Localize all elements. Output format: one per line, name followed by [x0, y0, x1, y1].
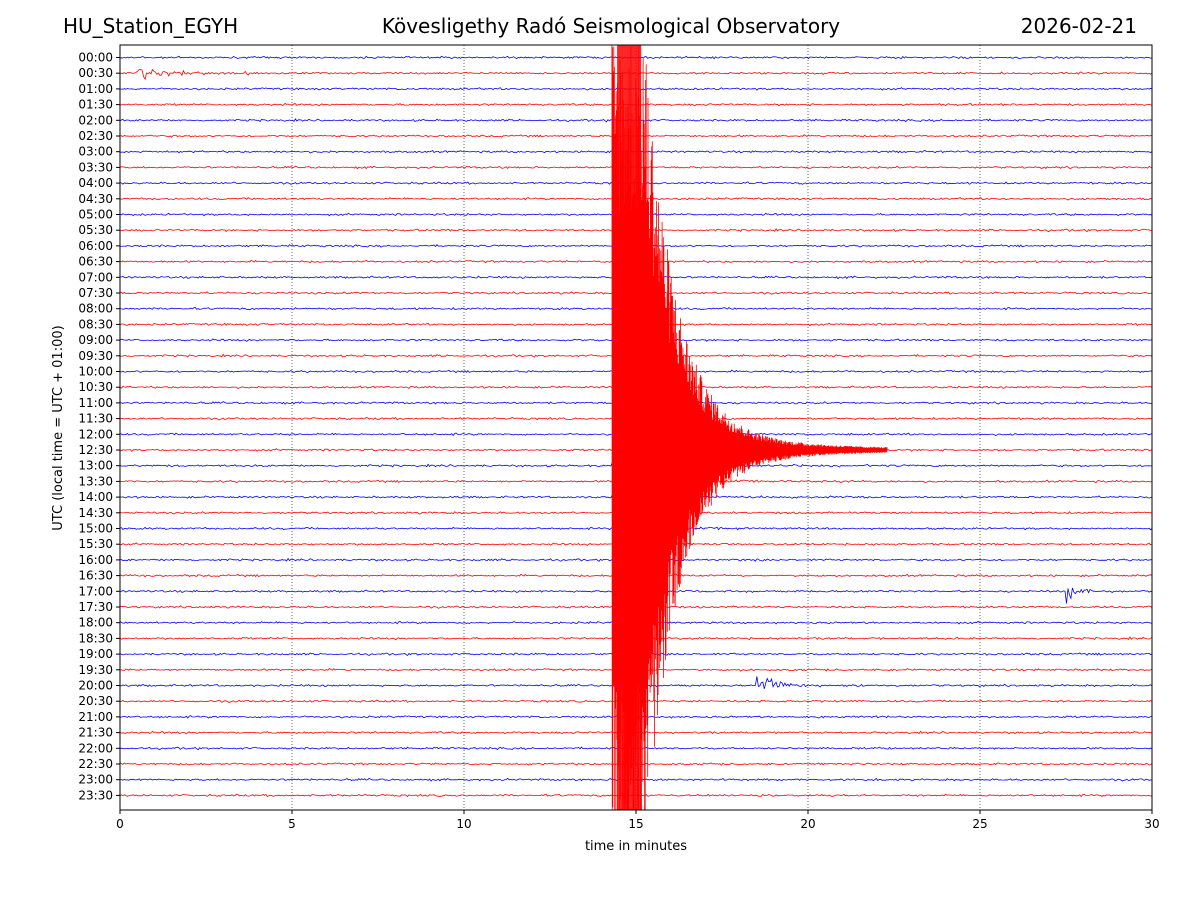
y-tick-label: 18:00 [78, 616, 113, 630]
y-axis-label: UTC (local time = UTC + 01:00) [51, 325, 66, 530]
y-tick-label: 15:30 [78, 537, 113, 551]
y-tick-label: 04:00 [78, 176, 113, 190]
y-tick-label: 16:30 [78, 569, 113, 583]
seismogram-traces [119, 44, 1153, 811]
y-tick-label: 12:00 [78, 427, 113, 441]
y-tick-label: 17:30 [78, 600, 113, 614]
y-tick-label: 07:30 [78, 286, 113, 300]
x-tick-label: 0 [116, 817, 124, 831]
y-tick-label: 13:30 [78, 474, 113, 488]
y-tick-label: 12:30 [78, 443, 113, 457]
y-tick-label: 19:00 [78, 647, 113, 661]
y-tick-label: 01:00 [78, 82, 113, 96]
x-axis-label: time in minutes [585, 839, 687, 854]
y-tick-label: 10:00 [78, 365, 113, 379]
chart-title: Kövesligethy Radó Seismological Observat… [381, 14, 841, 38]
y-tick-label: 23:00 [78, 773, 113, 787]
y-tick-label: 05:30 [78, 223, 113, 237]
x-axis: 0 5 10 15 20 25 30 [116, 810, 1160, 831]
y-tick-label: 08:30 [78, 317, 113, 331]
x-tick-label: 15 [628, 817, 643, 831]
y-tick-label: 11:30 [78, 412, 113, 426]
x-tick-label: 10 [456, 817, 471, 831]
x-tick-label: 30 [1144, 817, 1159, 831]
y-tick-label: 21:30 [78, 726, 113, 740]
y-tick-label: 22:00 [78, 741, 113, 755]
y-tick-label: 07:00 [78, 270, 113, 284]
y-tick-label: 15:00 [78, 522, 113, 536]
y-tick-label: 00:00 [78, 51, 113, 65]
x-tick-label: 25 [972, 817, 987, 831]
y-tick-label: 17:00 [78, 584, 113, 598]
x-tick-label: 20 [800, 817, 815, 831]
y-tick-label: 14:00 [78, 490, 113, 504]
earthquake-saturation [617, 45, 642, 810]
y-tick-label: 02:30 [78, 129, 113, 143]
y-tick-label: 06:00 [78, 239, 113, 253]
y-tick-label: 20:30 [78, 694, 113, 708]
y-tick-label: 20:00 [78, 679, 113, 693]
y-tick-label: 22:30 [78, 757, 113, 771]
y-tick-label: 19:30 [78, 663, 113, 677]
y-tick-label: 21:00 [78, 710, 113, 724]
y-tick-label: 09:30 [78, 349, 113, 363]
y-tick-label: 09:00 [78, 333, 113, 347]
y-tick-label: 18:30 [78, 631, 113, 645]
y-tick-label: 00:30 [78, 66, 113, 80]
y-tick-label: 03:00 [78, 145, 113, 159]
y-tick-label: 23:30 [78, 788, 113, 802]
y-tick-label: 11:00 [78, 396, 113, 410]
y-tick-label: 04:30 [78, 192, 113, 206]
y-tick-label: 01:30 [78, 98, 113, 112]
y-tick-label: 16:00 [78, 553, 113, 567]
chart-date: 2026-02-21 [1020, 14, 1137, 38]
x-tick-label: 5 [288, 817, 296, 831]
y-tick-label: 02:00 [78, 113, 113, 127]
y-tick-label: 08:00 [78, 302, 113, 316]
y-tick-label: 05:00 [78, 208, 113, 222]
y-tick-label: 14:30 [78, 506, 113, 520]
y-tick-label: 10:30 [78, 380, 113, 394]
station-name: HU_Station_EGYH [63, 14, 239, 38]
y-tick-label: 13:00 [78, 459, 113, 473]
earthquake-signal [611, 44, 888, 811]
y-tick-label: 03:30 [78, 160, 113, 174]
y-tick-label: 06:30 [78, 255, 113, 269]
